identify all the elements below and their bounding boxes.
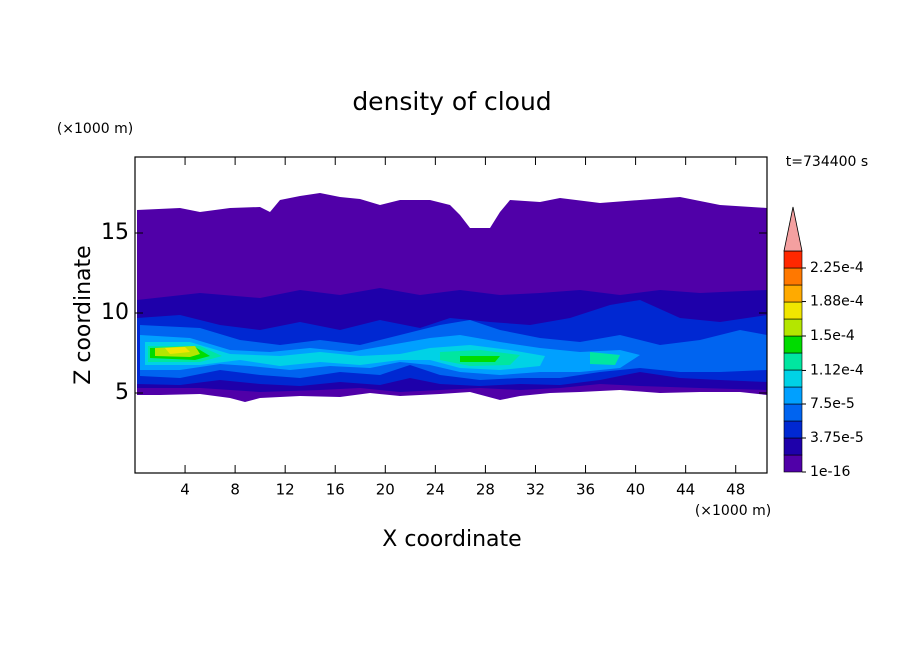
colorbar-tick-label: 7.5e-5 (810, 396, 855, 412)
colorbar-tick-label: 1.88e-4 (810, 294, 864, 310)
colorbar-segment (783, 386, 803, 405)
colorbar-extend (783, 206, 803, 252)
colorbar-segment (783, 301, 803, 320)
colorbar-segment (783, 250, 803, 269)
contour-region (145, 342, 545, 370)
x-tick-label: 36 (576, 481, 595, 499)
x-tick-label: 12 (276, 481, 295, 499)
x-tick-label: 48 (726, 481, 745, 499)
x-tick-label: 8 (230, 481, 240, 499)
plot-frame (134, 156, 768, 474)
time-annotation: t=734400 s (786, 154, 868, 170)
colorbar-tick-label: 1.5e-4 (810, 328, 855, 344)
x-tick-label: 40 (626, 481, 645, 499)
colorbar-segment (783, 352, 803, 371)
colorbar-segment (783, 454, 803, 473)
colorbar-tick-label: 1.12e-4 (810, 362, 864, 378)
contour-region (460, 356, 500, 362)
x-unit-label: (×1000 m) (695, 503, 771, 519)
x-tick-label: 24 (426, 481, 445, 499)
y-tick-label: 5 (115, 380, 129, 405)
y-tick-label: 15 (101, 220, 129, 245)
colorbar-segment (783, 335, 803, 354)
colorbar-segment (783, 267, 803, 286)
colorbar-tick-label: 2.25e-4 (810, 260, 864, 276)
y-axis-label: Z coordinate (71, 245, 96, 384)
y-tick-label: 10 (101, 300, 129, 325)
x-tick-label: 16 (326, 481, 345, 499)
colorbar-segment (783, 437, 803, 456)
contour-region (165, 347, 190, 354)
colorbar-tick-label: 3.75e-5 (810, 430, 864, 446)
x-axis-label: X coordinate (382, 527, 521, 552)
x-tick-label: 44 (676, 481, 695, 499)
colorbar-segment (783, 420, 803, 439)
y-unit-label: (×1000 m) (57, 121, 133, 137)
contour-field (137, 193, 767, 402)
x-tick-label: 28 (476, 481, 495, 499)
chart-title: density of cloud (352, 87, 551, 116)
x-tick-label: 20 (376, 481, 395, 499)
x-tick-label: 4 (180, 481, 190, 499)
x-tick-label: 32 (526, 481, 545, 499)
contour-region (590, 352, 620, 365)
colorbar-segment (783, 318, 803, 337)
colorbar-tick-label: 1e-16 (810, 464, 850, 480)
colorbar-segment (783, 284, 803, 303)
colorbar-segment (783, 369, 803, 388)
colorbar-segment (783, 403, 803, 422)
